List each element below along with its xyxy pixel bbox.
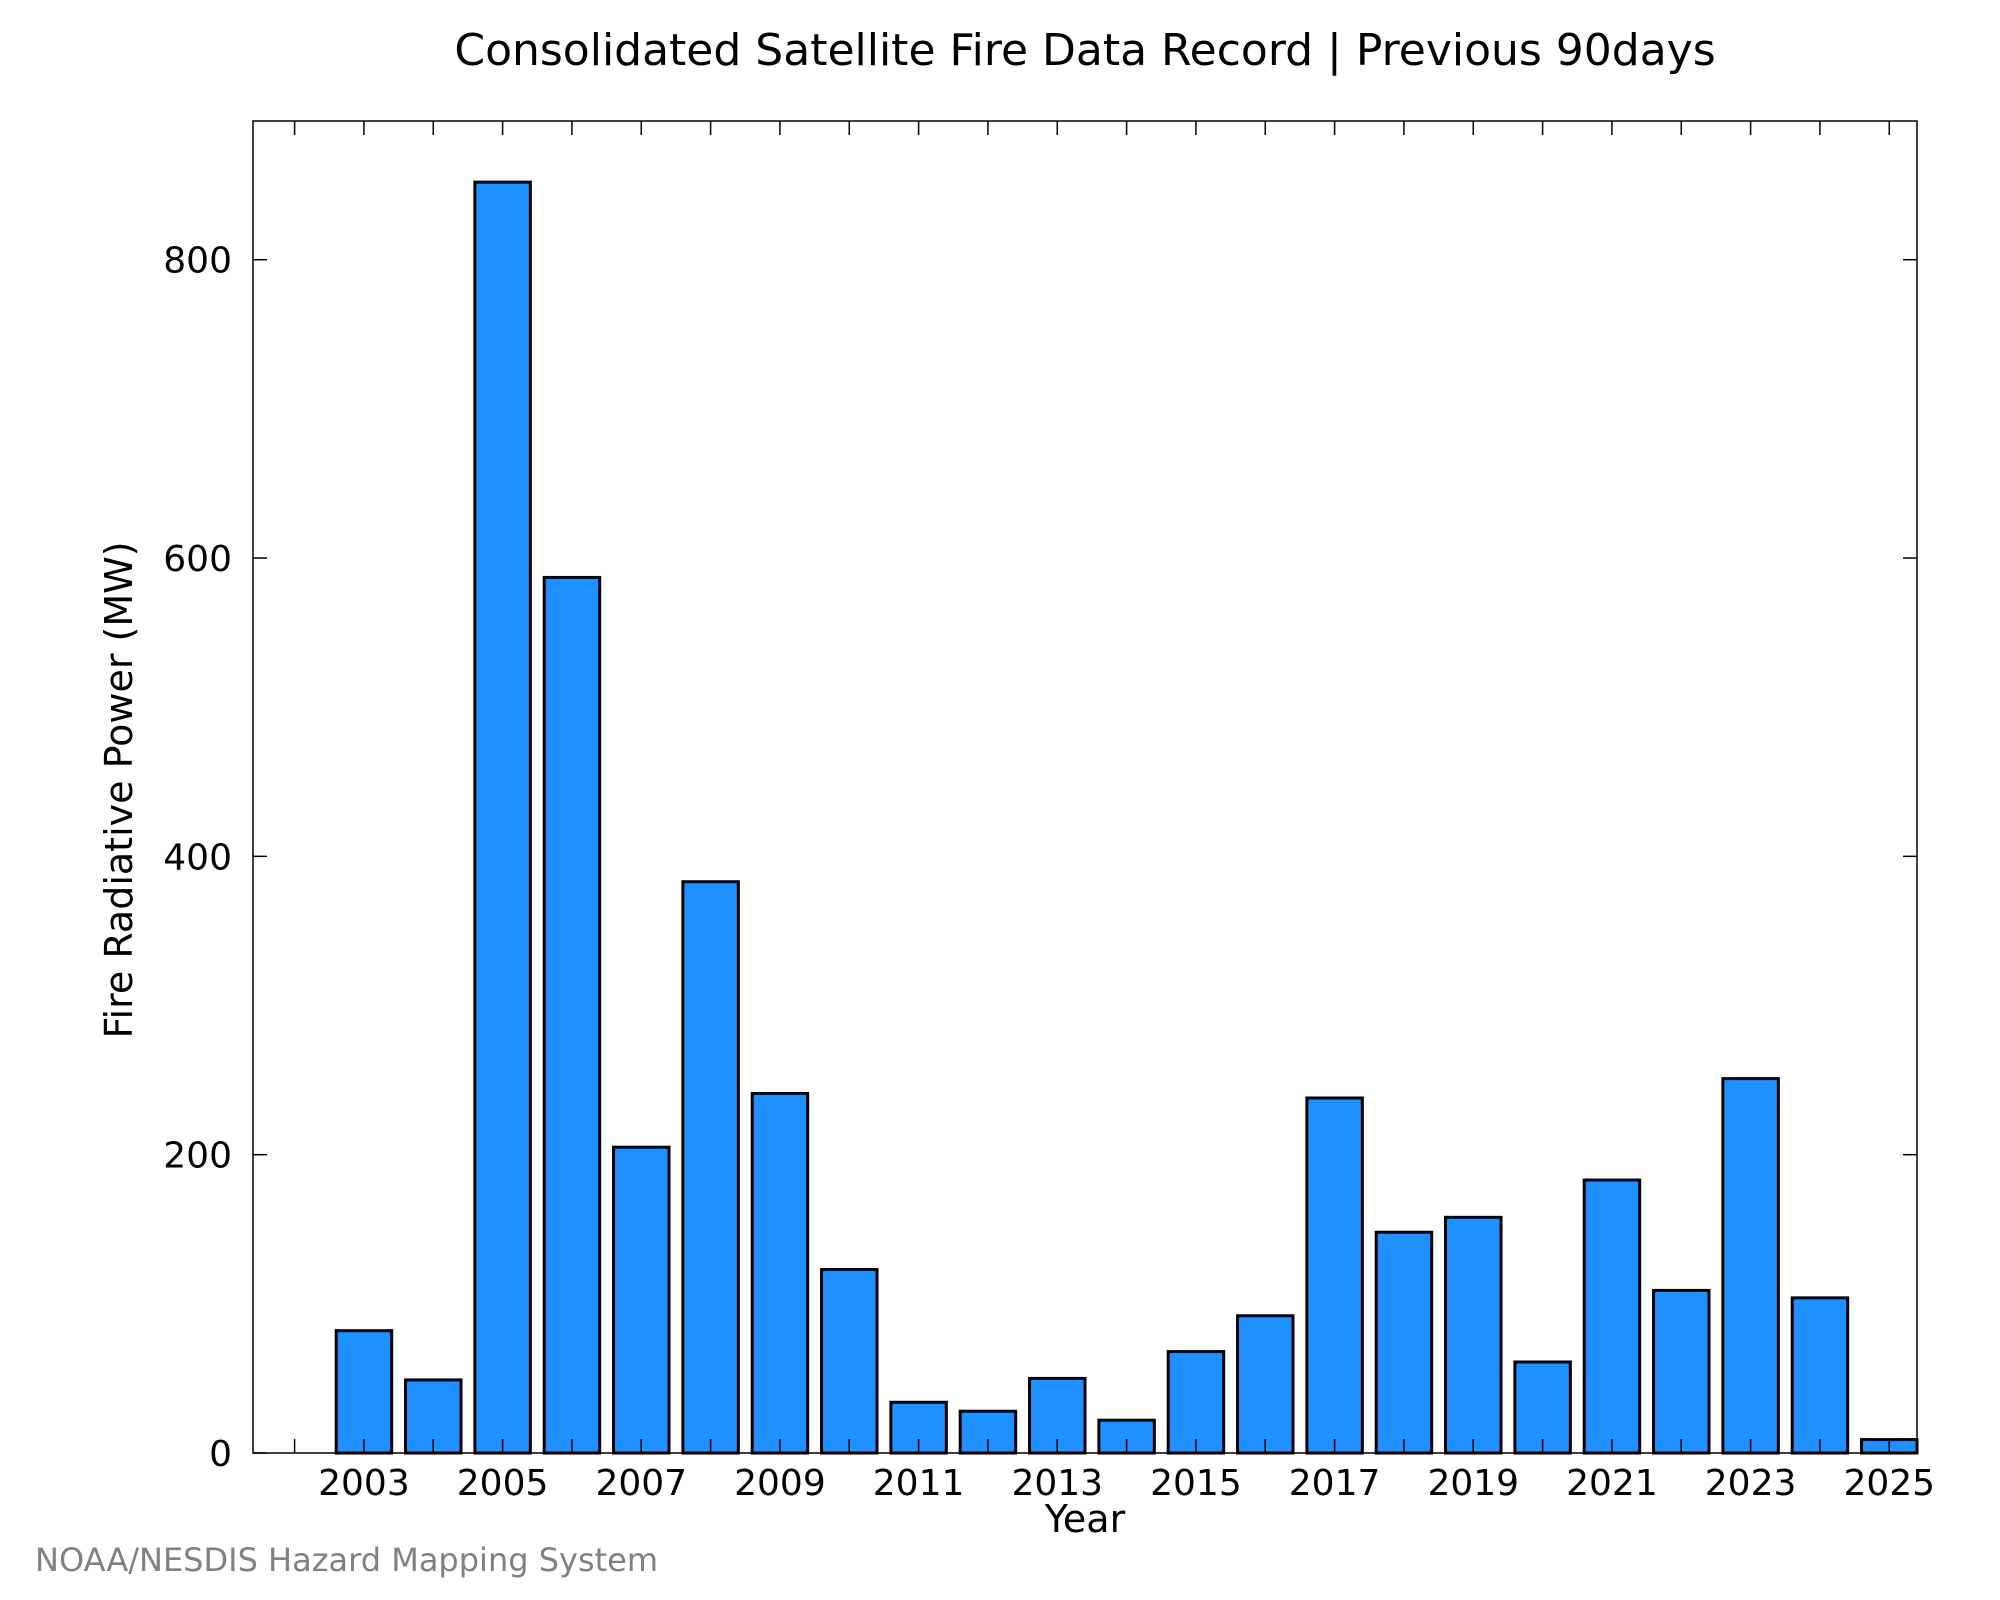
bar-2008 [681,880,740,1455]
bar-2003 [334,1329,394,1455]
y-tick-label: 0 [209,1434,232,1475]
y-tick-label: 400 [163,837,232,878]
y-tick-label: 600 [163,539,232,580]
x-tick-label: 2019 [1427,1463,1519,1504]
bar-2022 [1652,1288,1711,1455]
x-tick-label: 2011 [873,1463,965,1504]
x-tick-label: 2003 [318,1463,410,1504]
y-axis-label: Fire Radiative Power (MW) [97,541,141,1038]
bar-2015 [1166,1350,1226,1455]
x-tick-label: 2017 [1289,1463,1381,1504]
bar-2010 [820,1268,879,1455]
x-tick-label: 2015 [1150,1463,1242,1504]
x-tick-label: 2021 [1566,1463,1658,1504]
x-axis-label: Year [1044,1497,1126,1541]
chart-title: Consolidated Satellite Fire Data Record … [454,25,1715,76]
x-tick-label: 2005 [457,1463,549,1504]
bar-2009 [750,1092,810,1455]
bar-2018 [1374,1230,1434,1455]
plot-area: 2003 2005 2007 2009 2011 2013 2015 2017 2019 2021… [163,120,1935,1504]
bar-2007 [612,1145,671,1455]
y-tick-label: 200 [163,1136,232,1177]
x-tick-label: 2007 [595,1463,687,1504]
bar-2005 [473,180,532,1455]
footer-credit: NOAA/NESDIS Hazard Mapping System [35,1541,658,1579]
y-tick-label: 800 [163,241,232,282]
bar-2023 [1721,1077,1780,1455]
x-tick-label: 2025 [1843,1463,1935,1504]
bar-2021 [1582,1178,1642,1455]
bar-2019 [1444,1215,1503,1455]
x-tick-label: 2009 [734,1463,826,1504]
bar-2017 [1305,1096,1364,1455]
x-tick-label: 2013 [1011,1463,1103,1504]
bar-2024 [1790,1296,1850,1455]
bar-2016 [1236,1314,1295,1455]
x-tick-label: 2023 [1705,1463,1797,1504]
bar-2020 [1513,1360,1572,1455]
bar-2006 [542,575,602,1455]
